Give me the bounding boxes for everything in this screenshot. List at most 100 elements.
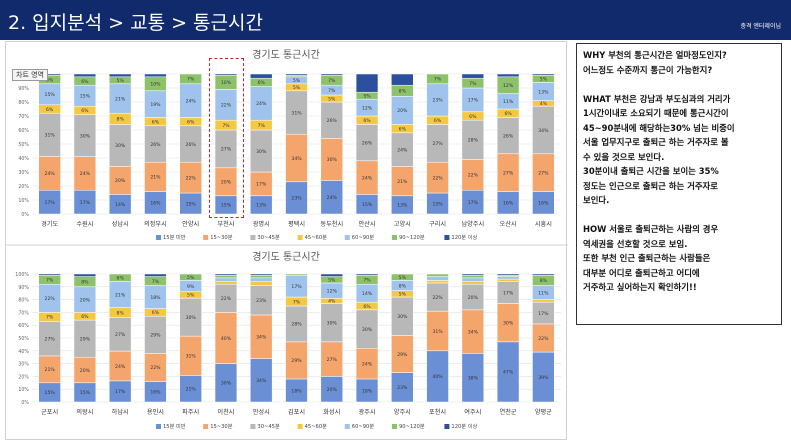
bar-segment [108,273,132,282]
data-label: 30% [327,320,338,326]
data-label: 6% [258,80,266,86]
data-label: 13% [397,203,408,209]
data-label: 13% [256,203,267,209]
chart-1: 경기도 통근시간0%10%20%30%40%50%60%70%80%90%100… [6,48,568,246]
data-label: 20% [327,387,338,393]
data-label: 26% [327,118,338,124]
data-label: 15% [80,390,91,396]
bar-segment [144,73,167,78]
legend-label: 30~45분 [257,234,280,241]
legend-swatch [203,424,209,429]
y-tick-label: 30% [18,170,29,176]
bar-segment [179,273,202,281]
data-label: 22% [186,175,197,181]
data-label: 26% [150,142,161,148]
category-label: 여주시 [464,408,481,416]
data-label: 16% [503,201,514,207]
analysis-line: 역세권을 선호할 것으로 보임. [583,238,688,249]
data-label: 8% [117,117,125,123]
data-label: 30% [327,157,338,163]
data-label: 24% [80,171,91,177]
data-label: 34% [538,128,549,134]
analysis-line: 수 있을 것으로 보인다. [583,151,665,162]
bar-segment [426,73,449,85]
data-label: 10% [150,82,161,88]
data-label: 12% [362,105,373,111]
data-label: 7% [328,88,336,94]
data-label: 14% [362,291,373,297]
data-label: 21% [45,367,56,373]
data-label: 24% [362,175,373,181]
data-label: 10% [221,80,232,86]
data-label: 20% [221,180,232,186]
legend-label: 90~120분 [399,234,425,241]
data-label: 5% [293,78,301,84]
legend-label: 120분 이상 [451,422,477,430]
legend-label: 90~120분 [399,423,425,430]
y-tick-label: 50% [18,142,29,148]
data-label: 18% [291,388,302,394]
data-label: 15% [432,201,443,207]
data-label: 22% [221,103,232,109]
legend-label: 45~60분 [305,234,328,241]
data-label: 21% [150,175,161,181]
y-tick-label: 90% [18,86,29,92]
bar-segment [250,273,273,276]
data-label: 20% [397,108,408,114]
analysis-line: 45~90분내에 해당하는30% 넘는 비중이 [583,122,735,133]
y-tick-label: 50% [18,336,29,342]
data-label: 7% [222,123,230,129]
data-label: 28% [291,322,302,328]
data-label: 40% [221,336,232,342]
data-label: 8% [399,283,407,289]
bar-segment [320,273,343,277]
data-label: 6% [46,107,54,113]
legend-swatch [250,424,256,429]
data-label: 24% [397,147,408,153]
data-label: 29% [150,333,161,339]
data-label: 30% [362,327,373,333]
bar-segment [214,73,238,76]
category-label: 의왕시 [76,408,93,416]
category-label: 양평군 [535,408,552,416]
y-tick-label: 80% [18,298,29,304]
y-tick-label: 70% [18,114,29,120]
y-tick-label: 20% [18,184,29,190]
y-tick-label: 60% [18,128,29,134]
data-label: 5% [293,85,301,91]
data-label: 5% [363,94,371,100]
data-label: 16% [538,201,549,207]
analysis-line: 30분이내 출퇴근 시간을 보이는 35% [583,166,719,176]
bar-segment [355,273,379,276]
data-label: 39% [538,375,549,381]
bar-segment [496,73,520,78]
bar-segment [391,273,414,281]
data-label: 8% [117,310,125,316]
data-label: 27% [327,357,338,363]
data-label: 21% [115,292,126,298]
data-label: 17% [468,98,479,104]
y-tick-label: 30% [18,362,29,368]
analysis-line: 정도는 인근으로 출퇴근 하는 거주자로 [583,180,718,191]
chart-area: 경기도 통근시간 0% 10% 20% 30% 40% 50% 60% 70% 80% 90% 100… [5,41,568,440]
data-label: 20% [80,368,91,374]
bar-segment [320,73,343,76]
legend-swatch [392,424,397,429]
analysis-line: 또한 부천 인근 출퇴근하는 사람들은 [583,253,711,263]
data-label: 30% [186,315,197,321]
data-label: 31% [291,110,302,116]
analysis-line: 대부분 어디로 출퇴근하고 어디에 [583,267,700,278]
data-label: 29% [80,336,91,342]
legend-label: 30~45분 [257,423,280,430]
chart-area-chip[interactable]: 차트 영역 [12,69,48,81]
legend-swatch [297,235,303,240]
data-label: 34% [256,335,267,341]
data-label: 6% [469,114,477,120]
bar-segment [532,273,555,276]
category-label: 하남시 [112,408,129,416]
data-label: 13% [538,89,549,95]
data-label: 5% [187,275,195,281]
blank-line [583,77,775,92]
data-label: 6% [46,77,54,83]
y-tick-label: 10% [18,387,29,393]
